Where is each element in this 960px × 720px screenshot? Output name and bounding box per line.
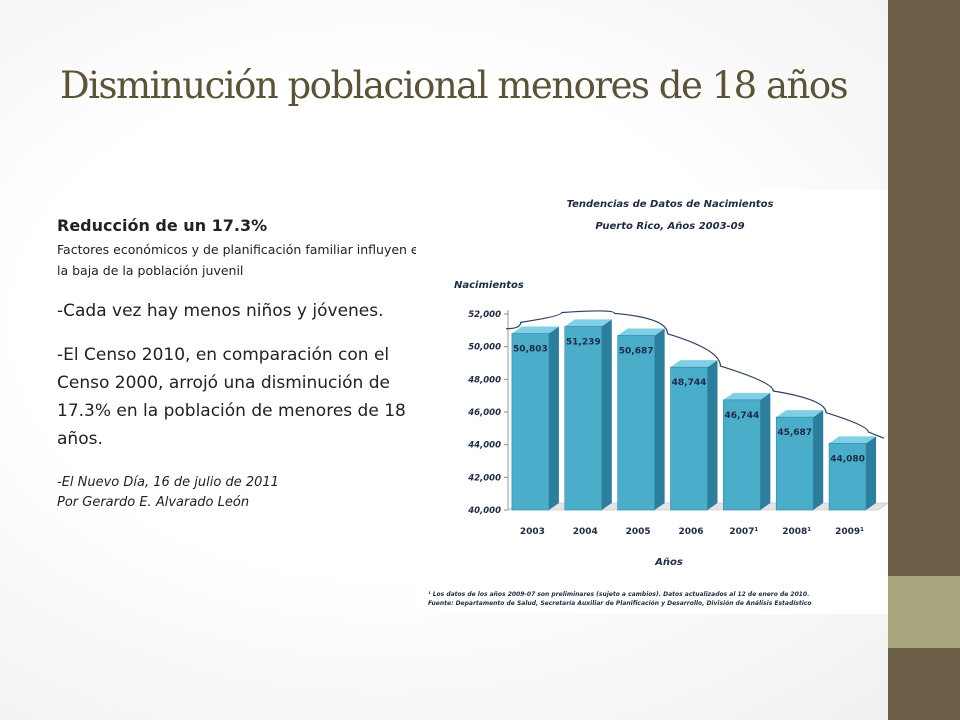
- x-tick-label: 2005: [626, 527, 651, 537]
- bar-side: [601, 319, 612, 510]
- author-citation: Por Gerardo E. Alvarado León: [57, 495, 250, 510]
- bar-side: [654, 328, 665, 510]
- bar: [511, 333, 550, 511]
- x-tick-label: 2003: [520, 527, 545, 537]
- y-tick-label: 44,000: [467, 441, 501, 451]
- sidebar-decoration: [888, 0, 960, 720]
- bar-side: [866, 436, 877, 510]
- bar: [670, 366, 708, 511]
- chart-title: Tendencias de Datos de Nacimientos: [567, 199, 774, 210]
- bar-top: [670, 360, 718, 368]
- x-tick-label: 2009¹: [835, 527, 864, 537]
- bar-top: [776, 410, 824, 418]
- bar-data-label: 51,239: [566, 337, 601, 347]
- bar: [564, 326, 603, 511]
- bar-top: [511, 326, 559, 334]
- chart-subtitle: Puerto Rico, Años 2003-09: [595, 221, 744, 232]
- bar: [775, 416, 814, 511]
- bar-data-label: 50,803: [513, 345, 548, 355]
- births-chart: Tendencias de Datos de Nacimientos Puert…: [416, 190, 888, 614]
- census-paragraph: -El Censo 2010, en comparación con el Ce…: [57, 345, 406, 449]
- y-tick-label: 42,000: [467, 473, 501, 483]
- bar-data-label: 44,080: [830, 454, 865, 464]
- y-tick-label: 46,000: [467, 408, 501, 418]
- bar: [828, 443, 867, 511]
- bar-side: [548, 326, 559, 510]
- source-citation: -El Nuevo Día, 16 de julio de 2011: [57, 475, 279, 490]
- bar-side: [813, 410, 824, 510]
- bar-top: [723, 392, 771, 400]
- left-text-block: Reducción de un 17.3% Factores económico…: [57, 216, 437, 513]
- chart-source: Fuente: Departamento de Salud, Secretarí…: [428, 600, 811, 607]
- y-tick-label: 40,000: [467, 506, 501, 516]
- y-tick-label: 48,000: [467, 375, 501, 385]
- bar-top: [617, 328, 665, 336]
- sidebar-accent-band: [888, 576, 960, 648]
- x-tick-label: 2004: [573, 527, 598, 537]
- births-chart-svg: Tendencias de Datos de Nacimientos Puert…: [428, 199, 888, 607]
- y-axis-label: Nacimientos: [454, 280, 524, 291]
- reduction-heading: Reducción de un 17.3%: [57, 216, 268, 235]
- bar-side: [760, 392, 771, 510]
- bar: [723, 399, 761, 511]
- slide-title: Disminución poblacional menores de 18 añ…: [60, 64, 849, 107]
- x-tick-label: 2007¹: [729, 527, 758, 537]
- y-tick-label: 52,000: [468, 310, 501, 320]
- chart-footnote: ¹ Los datos de los años 2009-07 son prel…: [428, 591, 809, 598]
- x-axis-label: Años: [654, 557, 683, 568]
- factors-subtext: Factores económicos y de planificación f…: [57, 242, 427, 278]
- fewer-children-paragraph: -Cada vez hay menos niños y jóvenes.: [57, 301, 384, 321]
- y-tick-label: 50,000: [468, 343, 501, 353]
- bar: [617, 335, 655, 511]
- bar-side: [707, 360, 718, 510]
- trend-line: [505, 310, 885, 439]
- bar-top: [564, 319, 612, 327]
- bar-data-label: 48,744: [672, 378, 707, 388]
- bar-data-label: 50,687: [619, 346, 654, 356]
- x-tick-label: 2006: [678, 527, 703, 537]
- bar-top: [829, 436, 877, 444]
- x-tick-label: 2008¹: [782, 527, 811, 537]
- bar-data-label: 46,744: [724, 411, 759, 421]
- bar-data-label: 45,687: [777, 428, 812, 438]
